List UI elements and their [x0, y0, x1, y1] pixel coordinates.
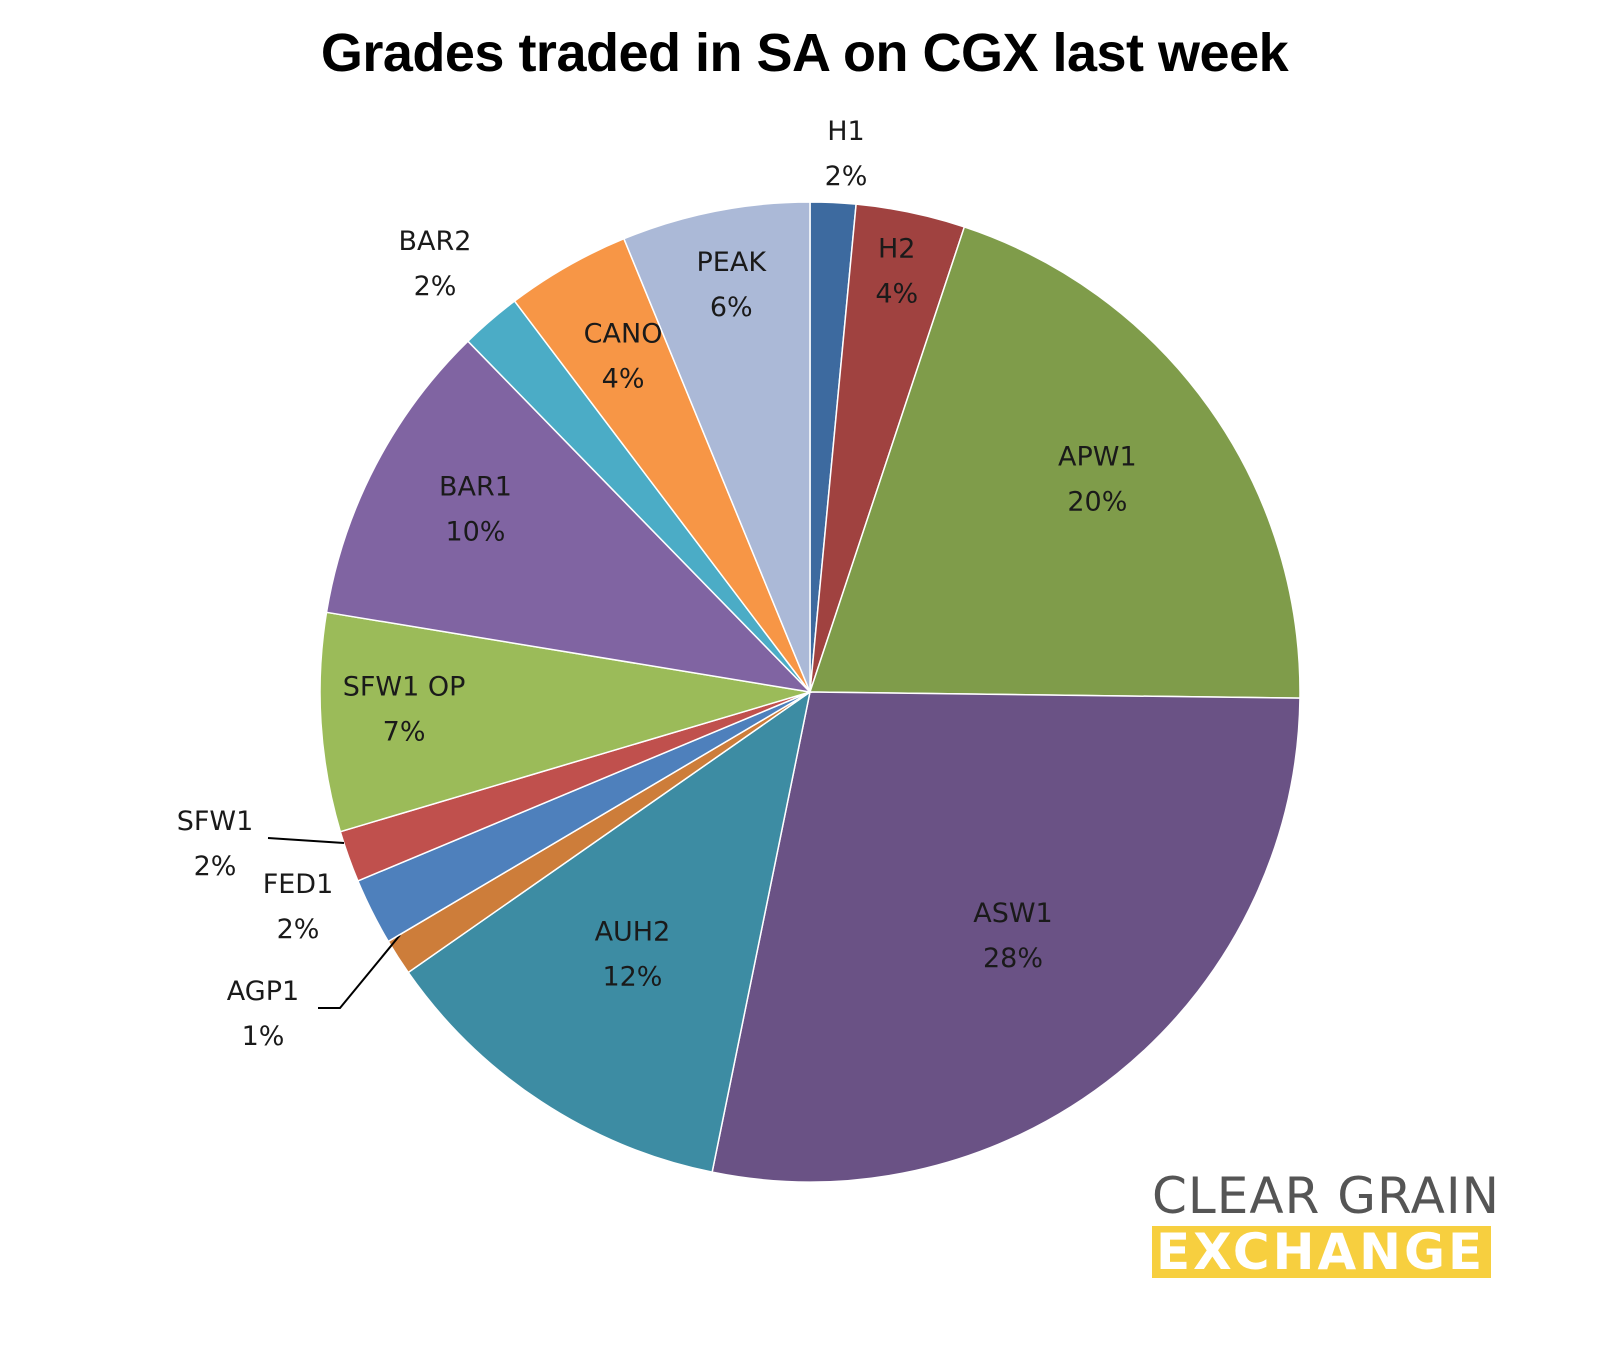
slice-category-label: PEAK — [697, 247, 768, 278]
logo-line-1: CLEAR GRAIN — [1152, 1167, 1501, 1225]
pie-slice-asw1 — [711, 691, 1301, 1183]
slice-label-apw1: APW1 20% — [1058, 441, 1137, 517]
slice-category-label: H1 — [827, 116, 864, 147]
slice-percent-label: 6% — [710, 292, 753, 323]
slice-label-bar2: BAR2 2% — [399, 226, 472, 302]
slice-category-label: SFW1 — [177, 806, 254, 837]
slice-percent-label: 1% — [242, 1021, 285, 1052]
slice-category-label: ASW1 — [973, 898, 1052, 929]
chart-title: Grades traded in SA on CGX last week — [320, 23, 1289, 83]
slice-label-h1: H1 2% — [825, 116, 868, 192]
slice-category-label: BAR1 — [439, 472, 512, 503]
logo-line-2: EXCHANGE — [1152, 1226, 1492, 1278]
slice-label-agp1: AGP1 1% — [227, 976, 299, 1052]
slice-category-label: AGP1 — [227, 976, 299, 1007]
slice-percent-label: 2% — [194, 851, 237, 882]
slice-category-label: BAR2 — [399, 226, 472, 257]
slice-label-fed1: FED1 2% — [263, 869, 334, 945]
slice-percent-label: 28% — [983, 943, 1043, 974]
slice-label-cano: CANO 4% — [584, 318, 663, 394]
leader-line-sfw1 — [267, 837, 345, 844]
slice-percent-label: 2% — [414, 271, 457, 302]
slice-category-label: FED1 — [263, 869, 334, 900]
slice-percent-label: 4% — [875, 279, 918, 310]
pie-slice-peak — [622, 201, 811, 693]
slice-label-sfw1-op: SFW1 OP 7% — [343, 672, 466, 748]
slice-percent-label: 2% — [825, 161, 868, 192]
slice-label-auh2: AUH2 12% — [595, 916, 671, 992]
slice-label-sfw1: SFW1 2% — [177, 806, 254, 882]
slice-percent-label: 20% — [1067, 486, 1127, 517]
slice-category-label: APW1 — [1058, 441, 1137, 472]
slice-category-label: CANO — [584, 318, 663, 349]
leader-line-agp1 — [318, 934, 401, 1009]
slice-percent-label: 7% — [383, 717, 426, 748]
slice-category-label: H2 — [878, 234, 915, 265]
slice-category-label: SFW1 OP — [343, 672, 466, 703]
slice-label-peak: PEAK 6% — [697, 247, 768, 323]
slice-percent-label: 12% — [602, 961, 662, 992]
pie-slice-auh2 — [407, 690, 812, 1174]
pie-slice-apw1 — [808, 225, 1301, 699]
slice-category-label: AUH2 — [595, 916, 671, 947]
clear-grain-exchange-logo: CLEAR GRAIN EXCHANGE — [1152, 1168, 1542, 1278]
slice-label-asw1: ASW1 28% — [973, 898, 1052, 974]
slice-percent-label: 2% — [277, 914, 320, 945]
pie-slice-bar1 — [325, 340, 813, 694]
slice-percent-label: 4% — [602, 363, 645, 394]
slice-label-bar1: BAR1 10% — [439, 472, 512, 548]
slice-label-h2: H2 4% — [875, 234, 918, 310]
slice-percent-label: 10% — [445, 517, 505, 548]
pie-slice-sfw1-op — [319, 611, 811, 833]
